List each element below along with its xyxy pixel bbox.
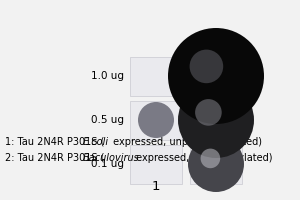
Text: expressed, phosphorylated): expressed, phosphorylated) xyxy=(133,153,272,163)
Bar xyxy=(130,56,182,96)
Text: 2: 2 xyxy=(212,180,220,192)
Bar xyxy=(190,100,242,140)
Circle shape xyxy=(201,149,220,168)
Circle shape xyxy=(138,102,174,138)
Text: expressed, unphosphorylated): expressed, unphosphorylated) xyxy=(110,137,262,147)
Circle shape xyxy=(178,82,254,158)
Bar xyxy=(130,100,182,140)
Circle shape xyxy=(190,50,223,83)
Circle shape xyxy=(195,99,222,126)
Text: 2: Tau 2N4R P301S (: 2: Tau 2N4R P301S ( xyxy=(5,153,104,163)
Bar xyxy=(190,144,242,184)
Text: E.coli: E.coli xyxy=(83,137,109,147)
Bar xyxy=(130,144,182,184)
Text: 0.1 ug: 0.1 ug xyxy=(91,159,124,169)
Text: 1.0 ug: 1.0 ug xyxy=(91,71,124,81)
Circle shape xyxy=(188,136,244,192)
Text: 1: Tau 2N4R P301S (: 1: Tau 2N4R P301S ( xyxy=(5,137,104,147)
Text: Baculovirus: Baculovirus xyxy=(83,153,140,163)
Bar xyxy=(190,56,242,96)
Text: 1: 1 xyxy=(152,180,160,192)
Text: 0.5 ug: 0.5 ug xyxy=(91,115,124,125)
Circle shape xyxy=(168,28,264,124)
